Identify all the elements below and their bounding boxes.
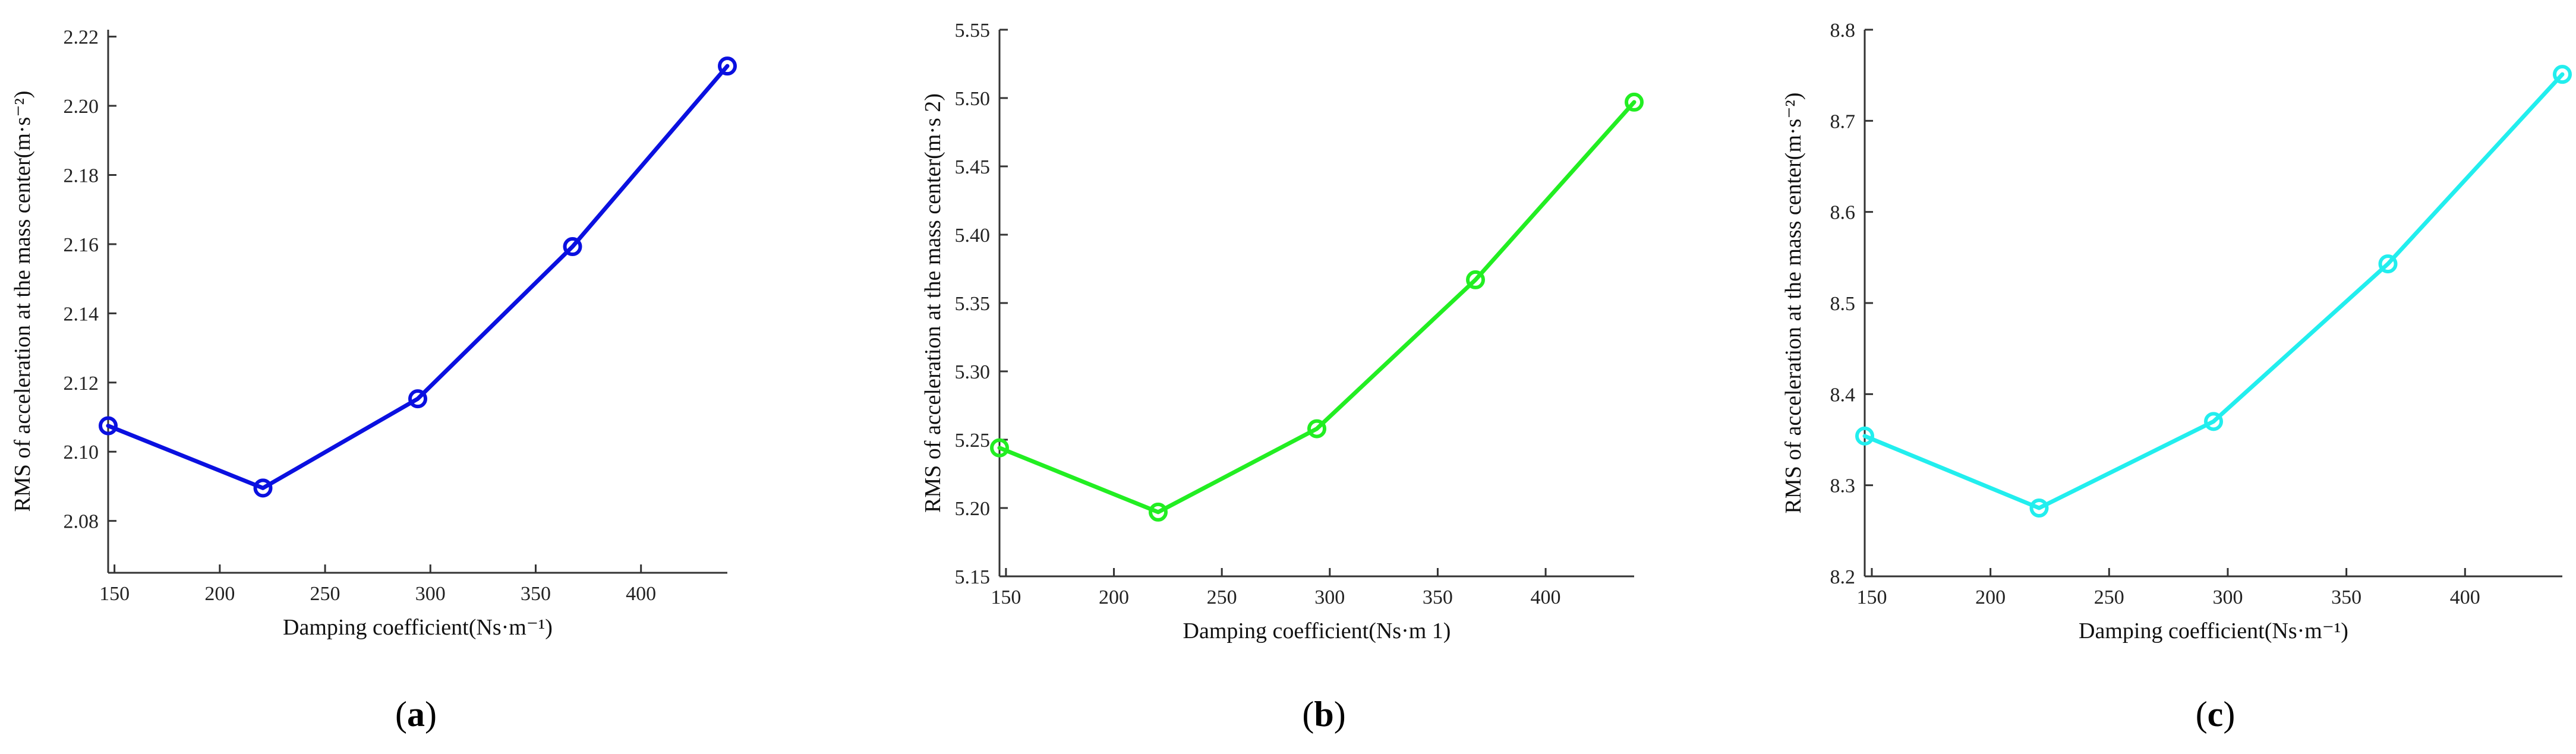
y-tick-label: 2.08 [64, 511, 99, 533]
y-tick-label: 2.12 [64, 373, 99, 395]
data-point-marker [2029, 499, 2049, 518]
series-line [997, 100, 1637, 515]
data-point-marker [253, 478, 273, 498]
x-tick-label: 150 [99, 583, 130, 605]
panel-label-close-paren: ) [2223, 695, 2235, 734]
y-tick-label: 2.14 [64, 303, 99, 325]
y-tick-label: 8.7 [1830, 111, 1856, 132]
series-line [106, 64, 730, 490]
data-point-marker [1855, 426, 1874, 446]
y-tick-label: 2.20 [64, 96, 99, 118]
panel-label: (b) [1302, 695, 1345, 734]
y-tick-label: 8.6 [1830, 202, 1856, 224]
x-tick-label: 300 [415, 583, 446, 605]
y-tick-label: 5.45 [955, 156, 991, 178]
x-axis-label: Damping coefficient(Ns·m 1) [1183, 619, 1451, 643]
data-point-marker [1307, 419, 1326, 438]
x-tick-label: 300 [1314, 586, 1345, 608]
y-axis-label: RMS of acceleration at the mass center(m… [920, 93, 945, 513]
y-tick-label: 5.55 [955, 20, 991, 42]
panel-label-letter: b [1314, 695, 1333, 734]
x-tick-label: 350 [1423, 586, 1453, 608]
panel-label-letter: a [407, 695, 425, 734]
x-axis-label: Damping coefficient(Ns·m⁻¹) [2079, 619, 2348, 643]
panel-label-open-paren: ( [2196, 695, 2208, 734]
x-tick-label: 300 [2212, 586, 2243, 608]
y-tick-label: 5.30 [955, 361, 991, 383]
panel-label-open-paren: ( [1302, 695, 1314, 734]
y-tick-label: 5.40 [955, 225, 991, 247]
y-tick-label: 5.15 [955, 566, 991, 588]
x-tick-label: 400 [1531, 586, 1561, 608]
x-axis-label: Damping coefficient(Ns·m⁻¹) [283, 615, 553, 640]
panel-label: (a) [395, 695, 437, 734]
y-tick-label: 8.5 [1830, 293, 1856, 315]
series-line [1862, 72, 2565, 510]
panel-label-close-paren: ) [1334, 695, 1346, 734]
chart-panel-a: 150 200 250 300 350 400 2.08 2.10 2.12 2.14 2.16 2.… [10, 27, 737, 734]
y-tick-label: 2.16 [64, 234, 99, 256]
y-tick-label: 5.25 [955, 430, 991, 452]
y-tick-label: 5.35 [955, 293, 991, 315]
data-point-marker [718, 56, 737, 76]
data-point-marker [1625, 92, 1644, 112]
x-tick-label: 250 [310, 583, 340, 605]
data-point-marker [99, 416, 118, 436]
y-tick-label: 8.8 [1830, 20, 1856, 42]
x-tick-label: 350 [521, 583, 551, 605]
chart-panel-c: 150 200 250 300 350 400 8.2 8.3 8.4 8.5 8.6 8.7 8.8 D… [1781, 20, 2572, 734]
x-tick-label: 200 [204, 583, 235, 605]
y-tick-label: 8.3 [1830, 475, 1856, 497]
y-tick-label: 2.18 [64, 165, 99, 187]
data-point-marker [563, 237, 582, 257]
panel-label-open-paren: ( [395, 695, 407, 734]
y-tick-label: 5.20 [955, 498, 991, 520]
x-tick-label: 150 [1856, 586, 1887, 608]
y-tick-label: 8.4 [1830, 384, 1856, 406]
x-tick-label: 400 [2450, 586, 2480, 608]
x-tick-label: 200 [1975, 586, 2006, 608]
x-tick-label: 250 [2094, 586, 2124, 608]
panel-label-letter: c [2208, 695, 2224, 734]
y-axis-label: RMS of acceleration at the mass center(m… [1781, 93, 1806, 514]
y-tick-label: 2.10 [64, 441, 99, 463]
panel-label: (c) [2196, 695, 2236, 734]
x-tick-label: 250 [1207, 586, 1237, 608]
chart-panel-b: 150 200 250 300 350 400 5.15 5.20 5.25 5.30 5.35 5.… [920, 20, 1644, 734]
x-tick-label: 150 [991, 586, 1021, 608]
data-point-marker [990, 438, 1009, 458]
y-axis-label: RMS of acceleration at the mass center(m… [10, 91, 35, 512]
x-tick-label: 200 [1099, 586, 1129, 608]
data-point-marker [2378, 254, 2398, 274]
data-point-marker [2204, 412, 2223, 431]
y-tick-label: 8.2 [1830, 566, 1856, 588]
data-point-marker [408, 389, 427, 409]
data-point-marker [1466, 270, 1485, 289]
y-tick-label: 2.22 [64, 27, 99, 49]
y-tick-label: 5.50 [955, 88, 991, 110]
x-tick-label: 400 [626, 583, 656, 605]
panel-label-close-paren: ) [425, 695, 437, 734]
data-point-marker [2553, 65, 2572, 84]
data-point-marker [1149, 502, 1168, 522]
x-tick-label: 350 [2331, 586, 2361, 608]
